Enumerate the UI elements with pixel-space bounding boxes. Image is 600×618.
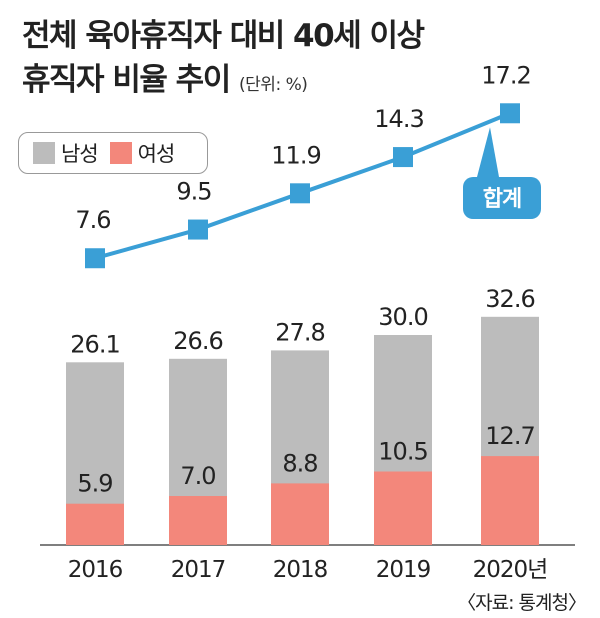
callout-pointer xyxy=(477,127,499,177)
line-marker-2016 xyxy=(85,248,105,269)
x-tick-label-2016: 2016 xyxy=(68,557,123,583)
line-value-label-2020년: 17.2 xyxy=(481,61,530,89)
x-tick-label-2020년: 2020년 xyxy=(473,557,548,583)
line-value-label-2017: 9.5 xyxy=(176,178,211,206)
bar-total-label-2019: 30.0 xyxy=(378,303,427,331)
x-tick-label-2017: 2017 xyxy=(171,557,226,583)
bar-female-label-2016: 5.9 xyxy=(77,470,112,498)
callout-box xyxy=(463,177,541,219)
bar-female-2019 xyxy=(374,471,432,545)
bar-female-2018 xyxy=(271,483,329,545)
legend-item-female: 여성 xyxy=(109,138,176,168)
callout-label: 합계 xyxy=(483,186,521,212)
legend: 남성 여성 xyxy=(18,132,208,174)
line-value-label-2019: 14.3 xyxy=(374,105,423,133)
x-tick-label-2019: 2019 xyxy=(376,557,431,583)
title-line-2: 휴직자 비율 추이 xyxy=(22,62,231,98)
chart-title: 전체 육아휴직자 대비 40세 이상 xyxy=(22,10,425,55)
line-marker-2020년 xyxy=(500,103,520,124)
line-marker-2017 xyxy=(188,219,208,240)
bar-total-label-2020년: 32.6 xyxy=(485,285,534,313)
line-marker-2018 xyxy=(290,183,310,204)
bar-female-label-2019: 10.5 xyxy=(378,438,427,466)
legend-swatch-male xyxy=(33,142,55,164)
legend-label-male: 남성 xyxy=(61,142,99,166)
bar-female-label-2020년: 12.7 xyxy=(485,422,534,450)
bar-female-label-2017: 7.0 xyxy=(180,462,215,490)
bar-female-2017 xyxy=(169,496,227,545)
bar-female-2020년 xyxy=(481,456,539,545)
bar-total-label-2018: 27.8 xyxy=(275,318,324,346)
legend-swatch-female xyxy=(109,142,132,164)
chart-subtitle: 휴직자 비율 추이 (단위: %) xyxy=(22,54,308,99)
legend-item-male: 남성 xyxy=(33,138,99,168)
bar-total-label-2016: 26.1 xyxy=(70,330,119,358)
legend-label-female: 여성 xyxy=(137,142,176,166)
line-value-label-2018: 11.9 xyxy=(271,141,320,169)
unit-label: (단위: %) xyxy=(239,75,308,95)
source-note: 〈자료: 통계청〉 xyxy=(457,592,587,614)
bar-total-label-2017: 26.6 xyxy=(173,327,222,355)
line-value-label-2016: 7.6 xyxy=(75,206,110,234)
line-marker-2019 xyxy=(393,147,413,168)
bar-female-2016 xyxy=(66,503,124,545)
x-tick-label-2018: 2018 xyxy=(273,557,328,583)
bar-female-label-2018: 8.8 xyxy=(282,449,317,477)
title-line-1: 전체 육아휴직자 대비 40세 이상 xyxy=(22,18,425,54)
